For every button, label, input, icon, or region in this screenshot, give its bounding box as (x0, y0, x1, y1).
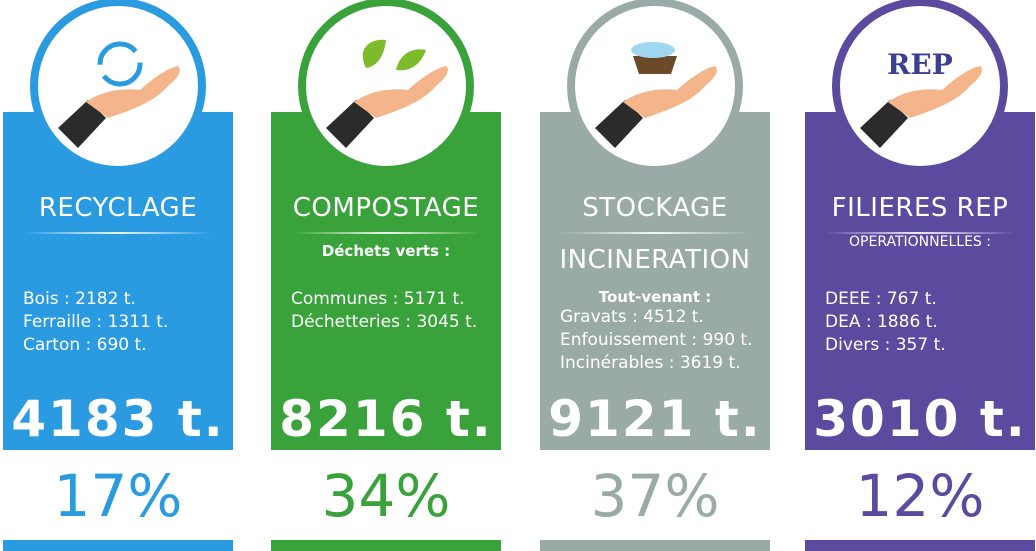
card-subtitle: Tout-venant : (540, 288, 770, 306)
card-note: OPERATIONNELLES : (805, 234, 1035, 250)
card-title: FILIERES REP (805, 188, 1035, 228)
total: 9121 t. (540, 390, 770, 448)
card-title: COMPOSTAGE (271, 188, 501, 228)
bottom-strip (3, 540, 233, 551)
card-header: RECYCLAGE (23, 188, 233, 288)
share: 37% (540, 462, 770, 530)
item: Enfouissement : 990 t. (560, 329, 770, 352)
item: DEA : 1886 t. (825, 311, 1035, 334)
icon (28, 0, 208, 178)
card-title: INCINERATION (540, 240, 770, 280)
divider (291, 232, 481, 234)
icon-text: REP (887, 48, 953, 81)
item: DEEE : 767 t. (825, 288, 1035, 311)
icon (565, 0, 745, 178)
icon: REP (830, 0, 1010, 178)
divider (23, 232, 213, 234)
share: 12% (805, 462, 1035, 530)
bottom-strip (271, 540, 501, 551)
item: Déchetteries : 3045 t. (291, 311, 501, 334)
total: 8216 t. (271, 390, 501, 448)
item: Ferraille : 1311 t. (23, 311, 233, 334)
card-title: RECYCLAGE (3, 188, 233, 228)
card-subtitle: Déchets verts : (271, 242, 501, 260)
share: 34% (271, 462, 501, 530)
divider (560, 232, 750, 234)
bottom-strip (805, 540, 1035, 551)
icon (296, 0, 476, 178)
total: 3010 t. (805, 390, 1035, 448)
item: Gravats : 4512 t. (560, 306, 770, 329)
card-title: STOCKAGE (540, 188, 770, 228)
item: Bois : 2182 t. (23, 288, 233, 311)
item: Incinérables : 3619 t. (560, 352, 770, 375)
total: 4183 t. (3, 390, 233, 448)
item: Carton : 690 t. (23, 334, 233, 357)
item: Communes : 5171 t. (291, 288, 501, 311)
share: 17% (3, 462, 233, 530)
item: Divers : 357 t. (825, 334, 1035, 357)
infographic: RECYCLAGEBois : 2182 t.Ferraille : 1311 … (0, 0, 1036, 551)
bottom-strip (540, 540, 770, 551)
